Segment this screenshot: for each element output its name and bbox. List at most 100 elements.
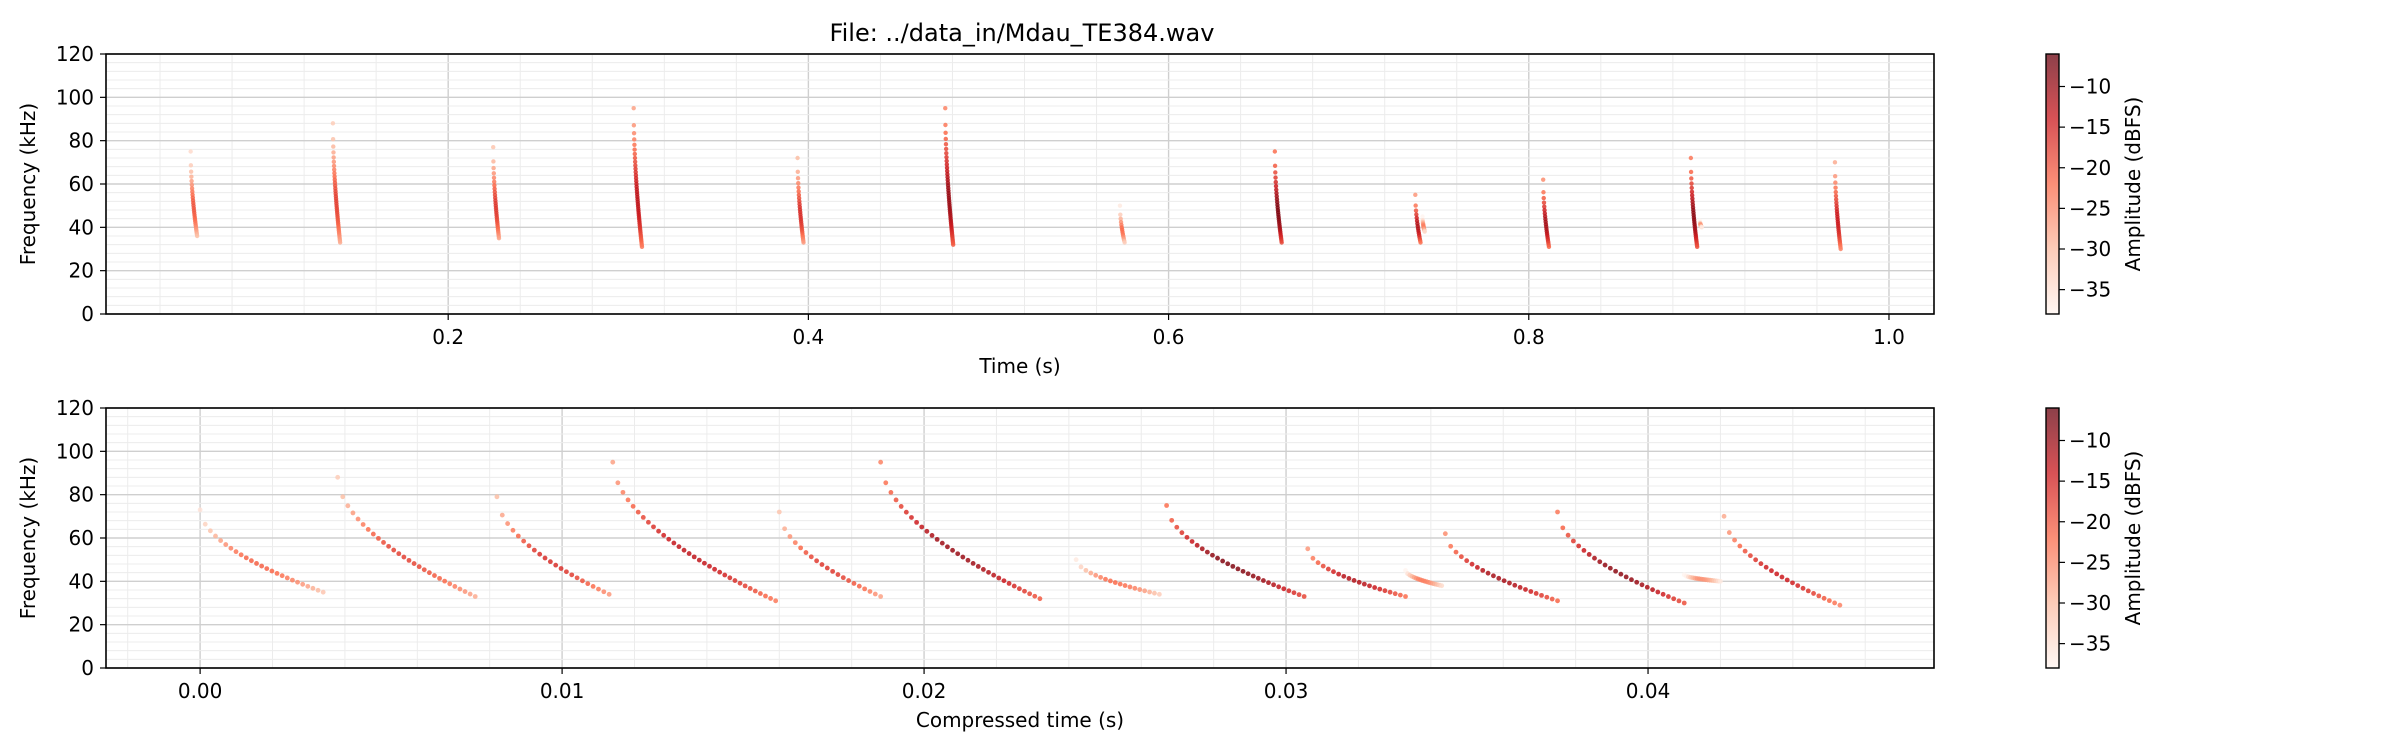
data-point xyxy=(986,569,991,575)
colorbar-tick-label: −10 xyxy=(2069,75,2111,99)
data-point xyxy=(332,174,337,179)
y-tick-label: 20 xyxy=(69,613,94,637)
data-point xyxy=(752,588,758,594)
data-point xyxy=(1694,244,1700,250)
data-point xyxy=(610,459,616,465)
data-point xyxy=(1753,557,1759,563)
data-point xyxy=(1006,581,1012,586)
compressed-spectrogram-panel: 0.00 0.01 0.02 0.03 0.04 0 20 40 60 80 100 120 Compr… xyxy=(16,396,1935,732)
data-point xyxy=(1758,561,1764,567)
data-point xyxy=(796,181,801,186)
colorbar-label: Amplitude (dBFS) xyxy=(2121,97,2145,272)
data-point xyxy=(676,544,682,550)
data-point xyxy=(1602,562,1608,568)
data-point xyxy=(1837,602,1843,608)
data-point xyxy=(416,564,422,570)
data-point xyxy=(1541,195,1546,201)
data-point xyxy=(496,235,502,241)
data-point xyxy=(376,535,381,541)
grid xyxy=(106,53,1934,315)
data-point xyxy=(537,551,543,557)
data-point xyxy=(228,545,234,551)
data-point xyxy=(1027,591,1033,597)
call-8 xyxy=(1164,503,1307,599)
data-point xyxy=(331,155,336,160)
data-point xyxy=(233,549,239,555)
data-point xyxy=(888,490,894,495)
data-point xyxy=(1549,596,1555,602)
call-14 xyxy=(1832,160,1843,252)
data-point xyxy=(1528,589,1534,594)
data-point xyxy=(803,550,809,555)
colorbar-gradient xyxy=(2046,54,2059,314)
data-point xyxy=(796,185,801,190)
data-point xyxy=(472,594,478,599)
data-point xyxy=(1078,564,1084,570)
data-point xyxy=(732,578,738,583)
data-point xyxy=(1403,594,1408,599)
data-point xyxy=(207,528,213,534)
data-point xyxy=(1112,580,1118,585)
data-point xyxy=(542,555,548,561)
data-point xyxy=(801,240,806,245)
data-point xyxy=(1291,590,1297,596)
call-3 xyxy=(494,494,612,597)
data-point xyxy=(1689,185,1694,191)
data-point xyxy=(305,583,311,589)
data-point xyxy=(337,240,343,245)
call-9 xyxy=(1413,192,1423,245)
data-point xyxy=(1655,589,1661,595)
colorbar-tick-label: −25 xyxy=(2069,550,2111,574)
data-point xyxy=(254,561,259,566)
data-point xyxy=(1689,176,1694,181)
data-point xyxy=(1351,578,1357,583)
data-point xyxy=(1512,582,1518,588)
data-point xyxy=(1103,576,1108,582)
data-point xyxy=(492,183,497,188)
data-point xyxy=(1774,571,1780,577)
data-point xyxy=(898,504,904,509)
call-14 xyxy=(1721,513,1843,608)
data-point xyxy=(980,567,986,572)
data-point xyxy=(590,584,596,589)
data-point xyxy=(851,581,857,586)
data-point xyxy=(331,159,337,165)
data-point xyxy=(521,538,527,544)
data-point xyxy=(1098,574,1103,580)
data-point xyxy=(462,589,468,594)
data-point xyxy=(1413,203,1418,208)
data-point xyxy=(1122,240,1127,245)
data-point xyxy=(996,575,1002,581)
data-point xyxy=(1164,503,1169,508)
data-point xyxy=(632,159,638,164)
data-point xyxy=(1555,509,1560,515)
colorbar-tick-label: −30 xyxy=(2069,591,2111,615)
data-point xyxy=(909,515,914,520)
data-point xyxy=(773,598,779,604)
data-point xyxy=(1392,591,1398,597)
data-point xyxy=(631,130,637,136)
data-point xyxy=(1266,580,1271,586)
data-point xyxy=(991,572,997,578)
data-point xyxy=(1671,596,1677,602)
y-tick-label: 80 xyxy=(69,129,94,153)
data-point xyxy=(526,543,532,549)
data-point xyxy=(1305,546,1311,552)
data-point xyxy=(331,150,336,155)
data-point xyxy=(1152,590,1157,596)
data-point xyxy=(702,560,707,566)
data-point xyxy=(1022,588,1027,594)
x-tick-label: 0.6 xyxy=(1153,325,1185,349)
data-point xyxy=(943,136,948,142)
y-tick-label: 120 xyxy=(56,396,94,420)
data-point xyxy=(1230,563,1236,569)
data-point xyxy=(1795,583,1801,589)
call-4 xyxy=(610,459,779,604)
call-7 xyxy=(1117,203,1127,245)
data-point xyxy=(189,178,194,184)
data-point xyxy=(218,538,224,543)
data-point xyxy=(1699,225,1704,230)
data-point xyxy=(1413,208,1419,213)
data-point xyxy=(452,584,458,589)
top-spectrogram-panel: 0.2 0.4 0.6 0.8 1.0 0 20 40 60 80 100 120 Time (s) Fr… xyxy=(16,42,1935,378)
